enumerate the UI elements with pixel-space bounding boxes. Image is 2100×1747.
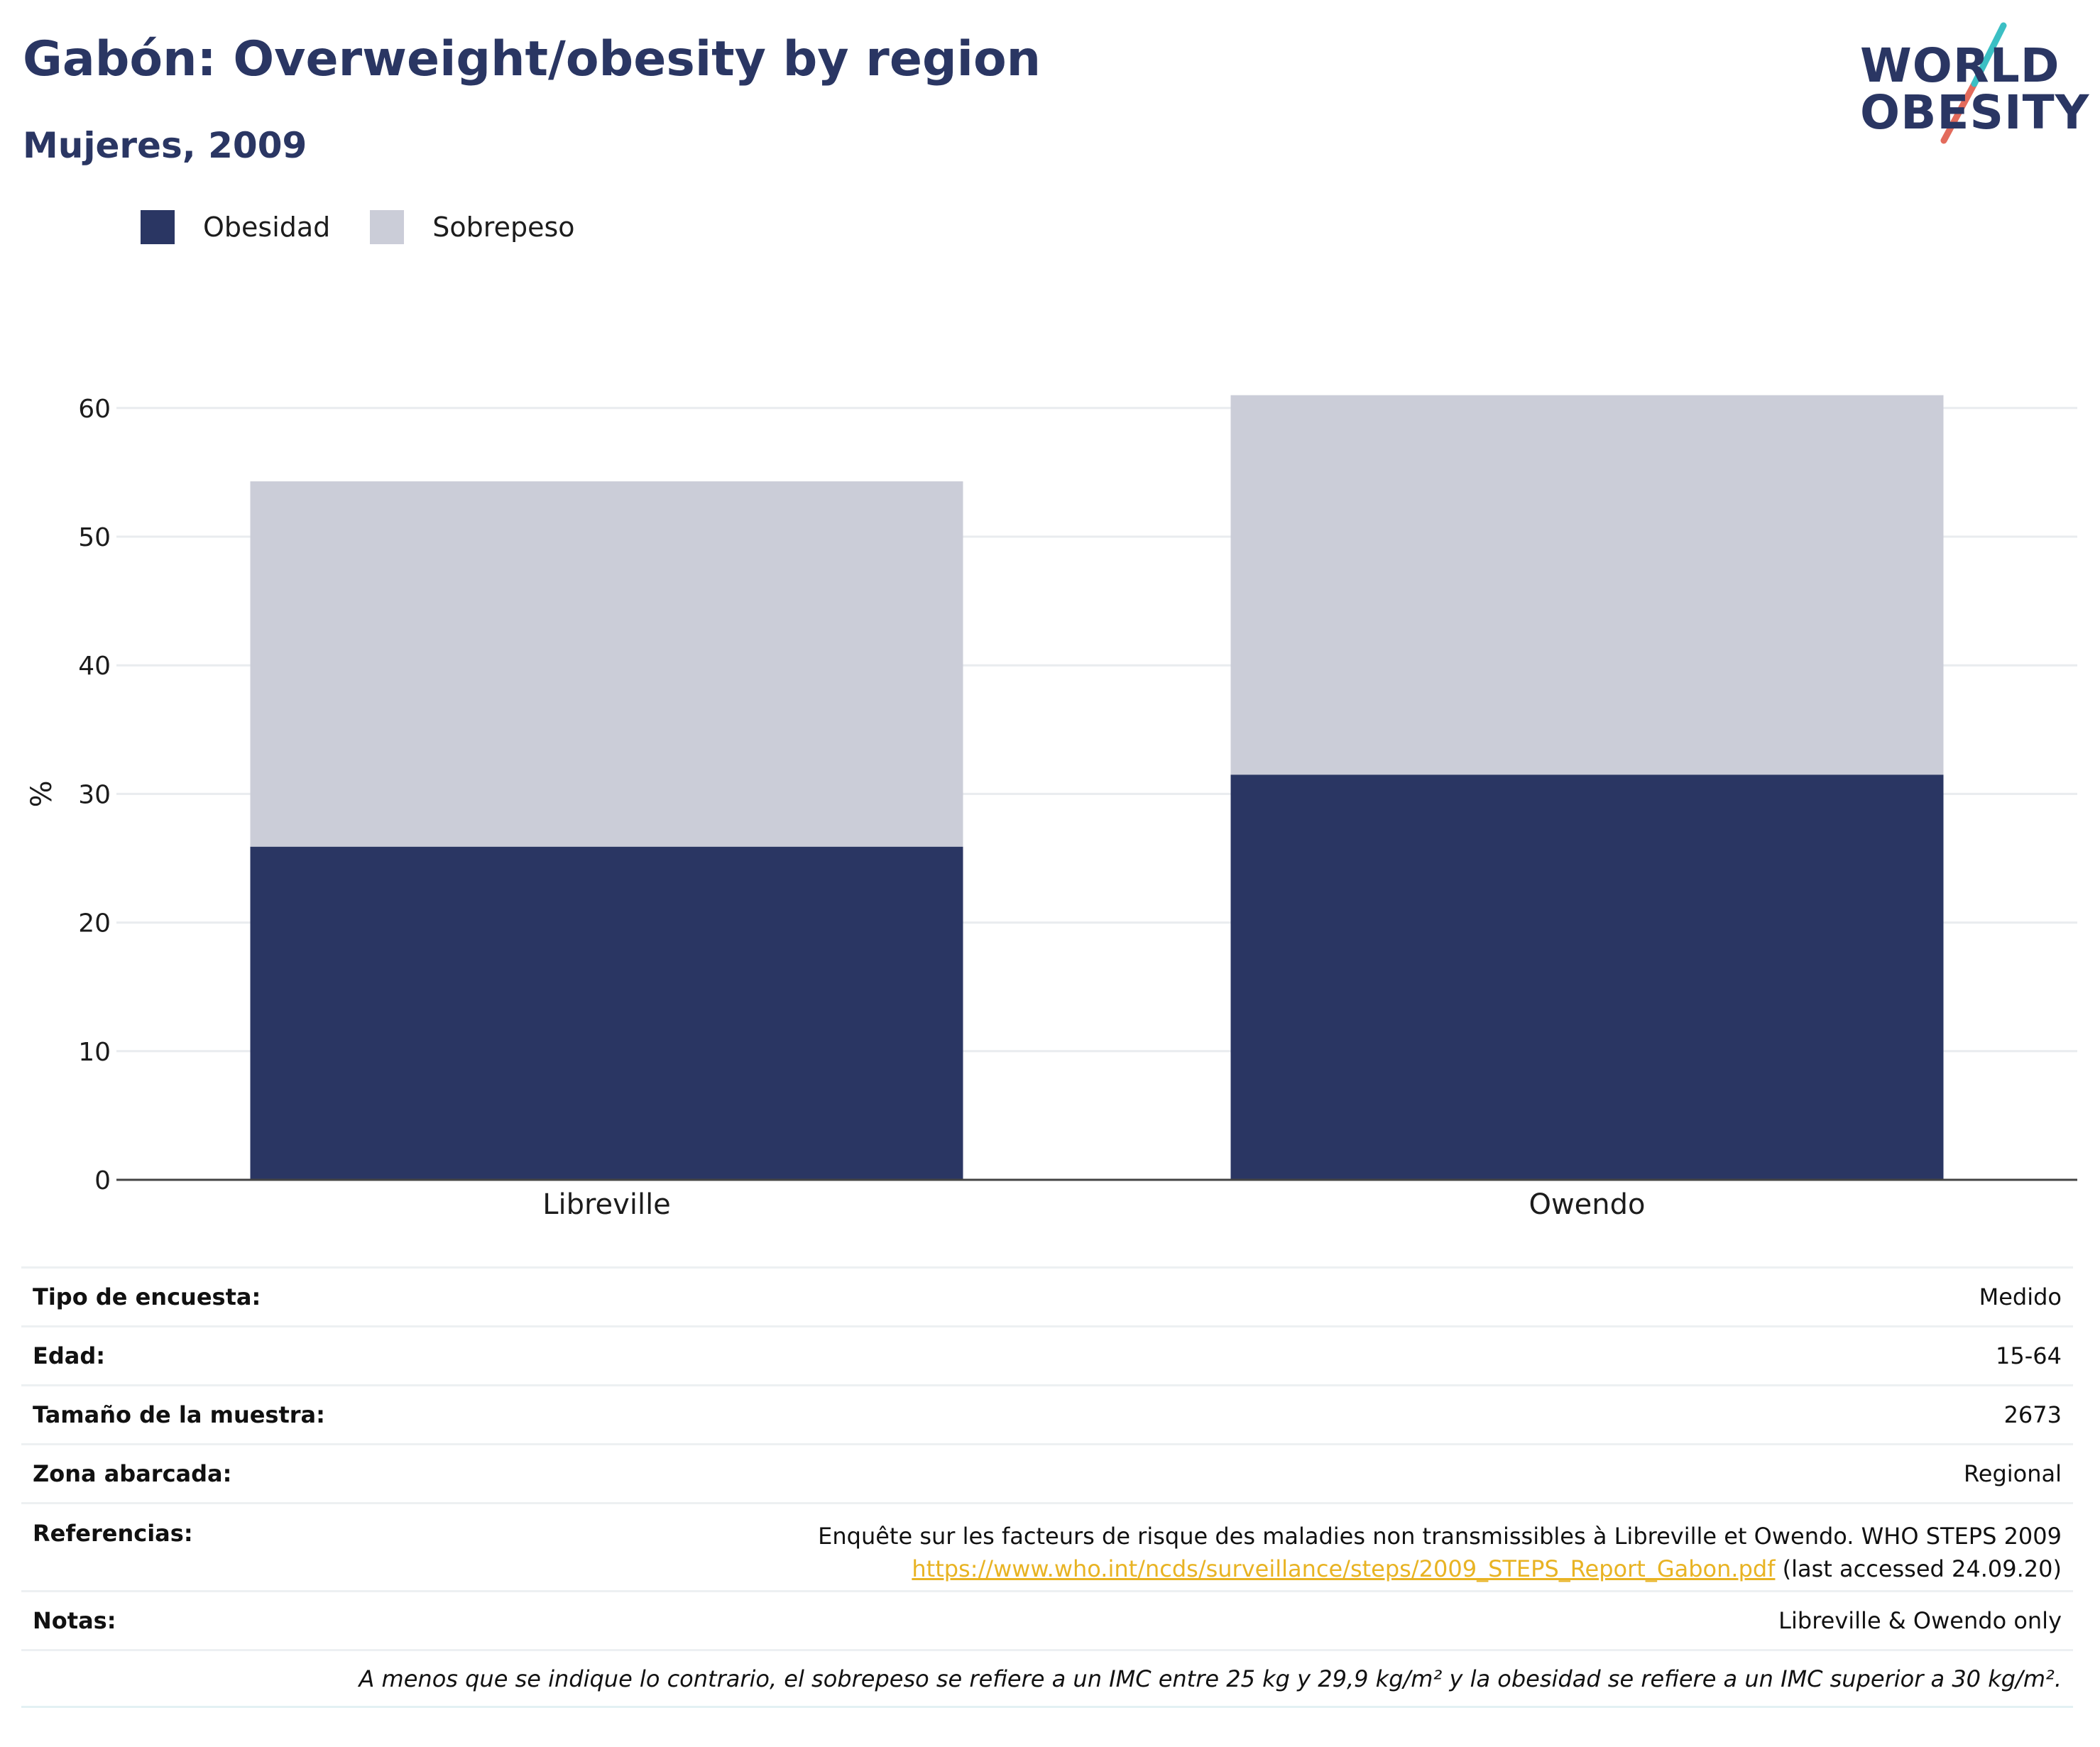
info-value: 2673 (2003, 1401, 2062, 1428)
info-row-sample-size: Tamaño de la muestra: 2673 (21, 1384, 2073, 1443)
stacked-bar-chart: 0 10 20 30 40 50 60% Libreville Owendo (26, 395, 2077, 1221)
bar-obesidad-libreville (250, 846, 963, 1180)
info-label: Tamaño de la muestra: (33, 1401, 325, 1428)
info-label: Zona abarcada: (33, 1460, 232, 1487)
chart-legend: Obesidad Sobrepeso (141, 210, 615, 244)
legend-label-sobrepeso: Sobrepeso (432, 212, 575, 243)
info-value: Regional (1963, 1460, 2062, 1487)
y-tick-label: 0 (94, 1166, 111, 1195)
y-axis-label: % (26, 780, 58, 807)
info-row-area: Zona abarcada: Regional (21, 1443, 2073, 1502)
definition-footnote: A menos que se indique lo contrario, el … (21, 1649, 2073, 1708)
info-value: Libreville & Owendo only (1778, 1607, 2062, 1634)
info-label: Referencias: (33, 1520, 193, 1547)
y-tick-label: 60 (78, 395, 111, 424)
y-tick-label: 20 (78, 909, 111, 938)
world-obesity-logo: WORLD OBESITY (1846, 20, 2090, 148)
x-category-label: Libreville (542, 1188, 671, 1221)
y-tick-label: 40 (78, 652, 111, 681)
info-row-survey-type: Tipo de encuesta: Medido (21, 1266, 2073, 1325)
survey-info-table: Tipo de encuesta: Medido Edad: 15-64 Tam… (21, 1266, 2073, 1708)
reference-text: Enquête sur les facteurs de risque des m… (818, 1523, 2062, 1550)
bar-sobrepeso-owendo (1230, 395, 1944, 775)
y-tick-label: 50 (78, 523, 111, 552)
legend-swatch-obesidad (141, 210, 175, 244)
info-label: Edad: (33, 1342, 106, 1369)
references-value: Enquête sur les facteurs de risque des m… (818, 1520, 2062, 1585)
bar-sobrepeso-libreville (250, 481, 963, 847)
bar-obesidad-owendo (1230, 774, 1944, 1180)
logo-text-world: WORLD (1860, 38, 2060, 93)
logo-text-obesity: OBESITY (1860, 85, 2090, 140)
logo-slash-icon (1940, 22, 2007, 144)
y-tick-label: 10 (78, 1038, 111, 1067)
chart-title: Gabón: Overweight/obesity by region (23, 31, 1041, 87)
legend-swatch-sobrepeso (370, 210, 405, 244)
reference-accessed: (last accessed 24.09.20) (1782, 1555, 2062, 1582)
info-label: Tipo de encuesta: (33, 1283, 261, 1310)
legend-label-obesidad: Obesidad (203, 212, 331, 243)
x-category-label: Owendo (1528, 1188, 1645, 1221)
reference-link[interactable]: https://www.who.int/ncds/surveillance/st… (912, 1555, 1776, 1582)
info-label: Notas: (33, 1607, 116, 1634)
legend-item-obesidad[interactable]: Obesidad (141, 210, 330, 244)
legend-item-sobrepeso[interactable]: Sobrepeso (370, 210, 575, 244)
info-row-age: Edad: 15-64 (21, 1325, 2073, 1384)
info-value: Medido (1979, 1283, 2062, 1310)
info-row-notes: Notas: Libreville & Owendo only (21, 1590, 2073, 1649)
y-tick-label: 30 (78, 780, 111, 809)
reference-link-line: https://www.who.int/ncds/surveillance/st… (818, 1552, 2062, 1585)
info-row-references: Referencias: Enquête sur les facteurs de… (21, 1502, 2073, 1590)
chart-subtitle: Mujeres, 2009 (23, 125, 307, 166)
info-value: 15-64 (1996, 1342, 2062, 1369)
